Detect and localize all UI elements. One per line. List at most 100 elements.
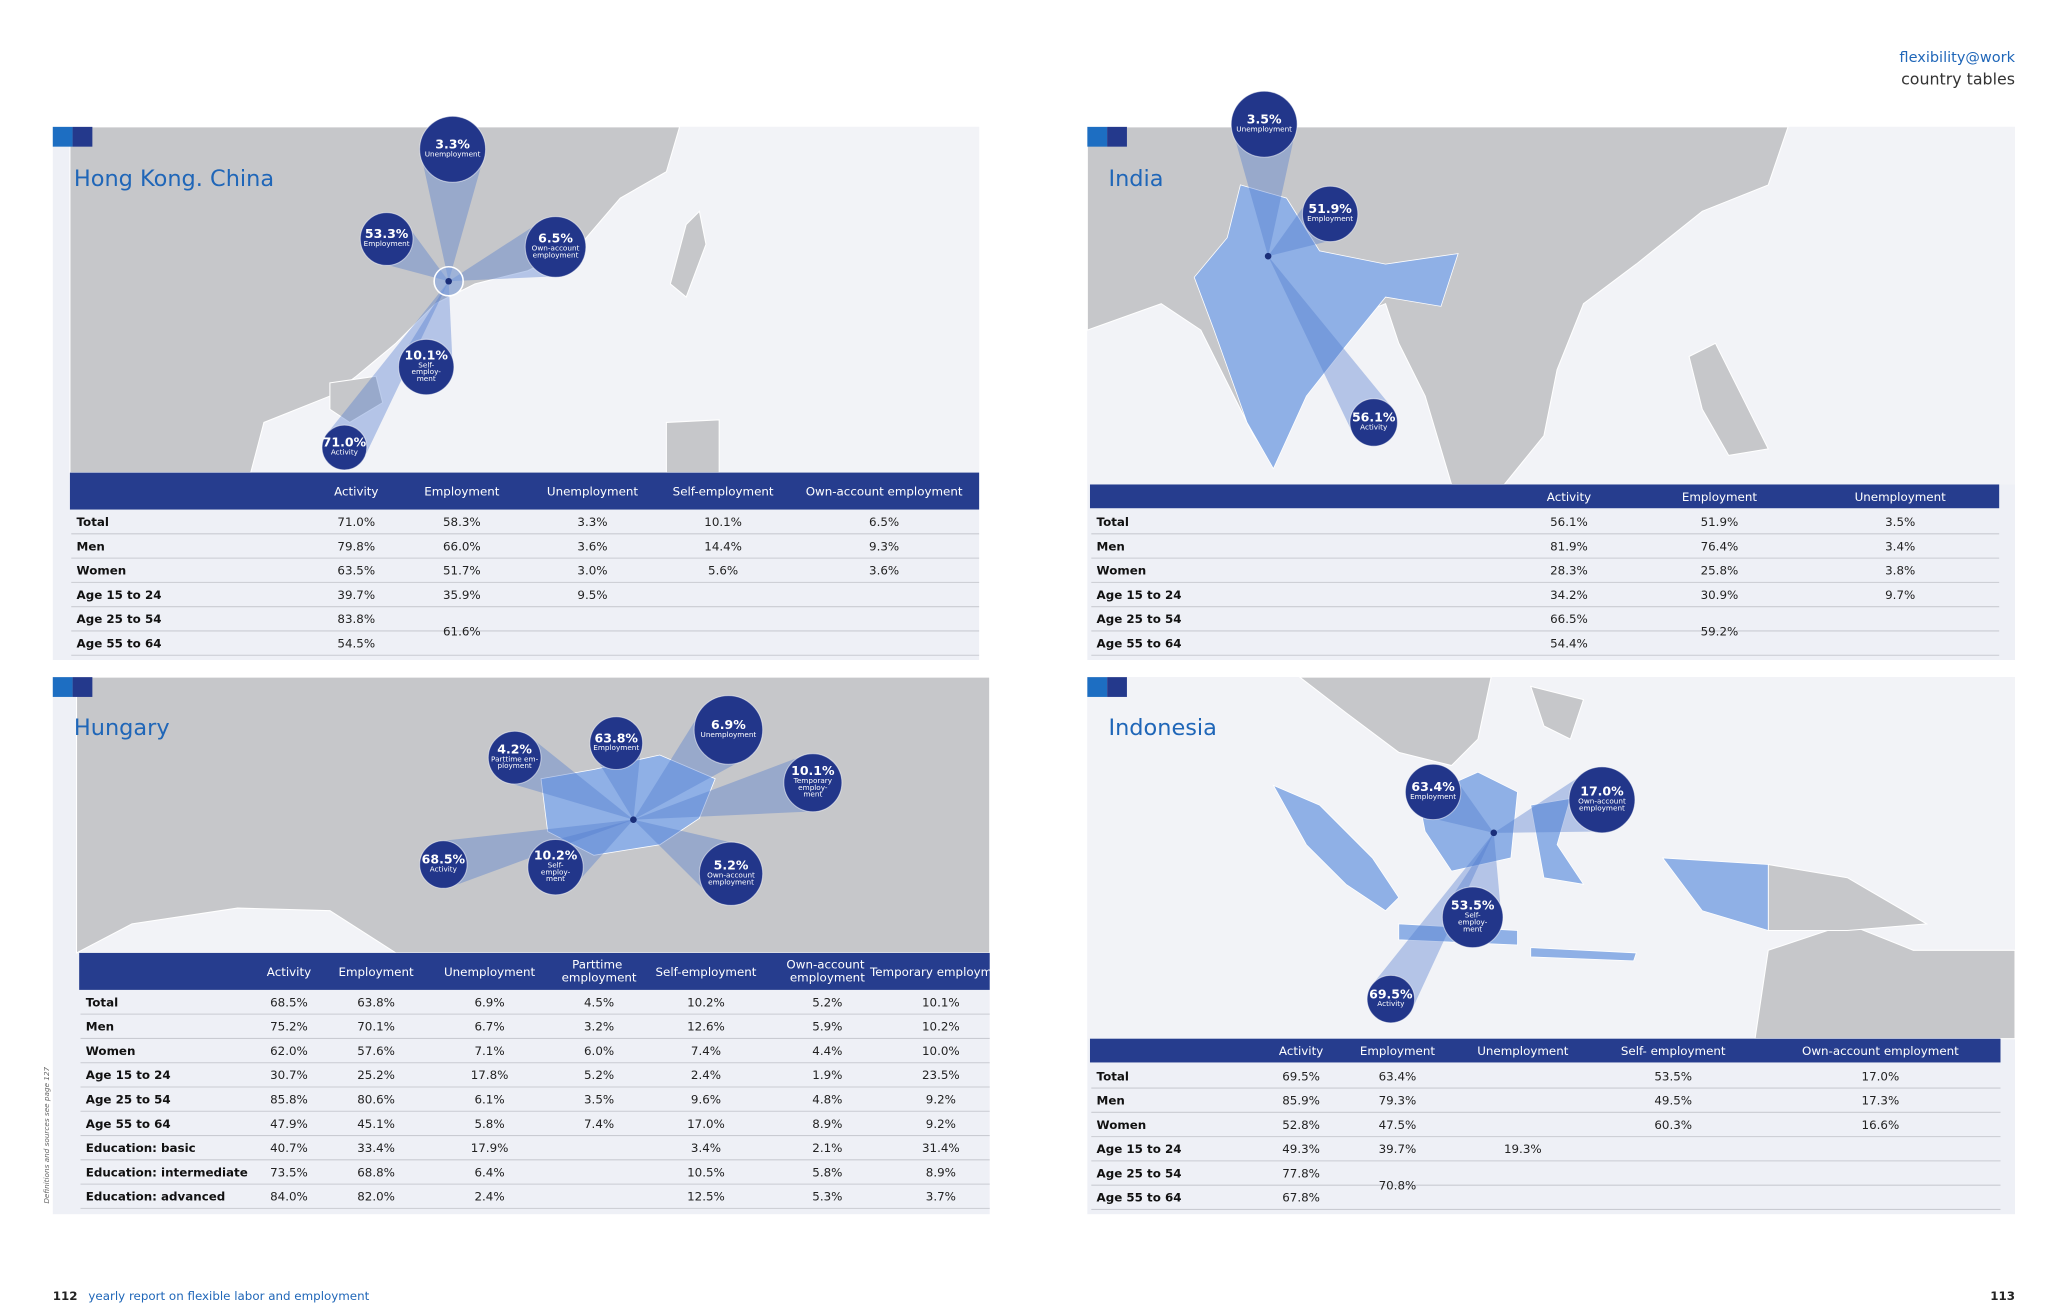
row-label: Women <box>1097 1118 1147 1132</box>
cell: 3.4% <box>691 1141 721 1155</box>
cell: 77.8% <box>1282 1166 1320 1180</box>
cell: 17.9% <box>471 1141 509 1155</box>
cell: 39.7% <box>1379 1142 1417 1156</box>
cell: 7.1% <box>474 1044 504 1058</box>
row-label: Age 15 to 24 <box>1097 588 1182 602</box>
ray <box>1370 832 1494 1012</box>
country-title: Indonesia <box>1108 715 1216 741</box>
map-land <box>329 375 384 424</box>
row-label: Total <box>1097 1069 1129 1083</box>
map-land <box>1754 923 2016 1040</box>
row-label: Education: basic <box>86 1141 196 1155</box>
map-land <box>665 419 720 474</box>
page-number: 112 <box>53 1289 78 1303</box>
bubble <box>1404 763 1462 821</box>
cell: 8.9% <box>926 1165 956 1179</box>
cell: 6.5% <box>869 515 899 529</box>
bubble-label: employ- <box>1458 917 1488 926</box>
cell: 5.8% <box>812 1165 842 1179</box>
section: country tables <box>1901 70 2015 89</box>
cell: 2.1% <box>812 1141 842 1155</box>
ray <box>1231 123 1298 257</box>
map-land <box>76 676 991 954</box>
row-label: Total <box>1097 515 1129 529</box>
cell: 3.5% <box>584 1092 614 1106</box>
cell: 1.9% <box>812 1068 842 1082</box>
cell: 9.2% <box>926 1117 956 1131</box>
cell: 9.6% <box>691 1092 721 1106</box>
bubble-value: 6.5% <box>538 231 573 246</box>
bubble-value: 56.1% <box>1352 410 1396 425</box>
bubble-label: employment <box>533 251 579 260</box>
ray <box>1268 256 1394 436</box>
cell: 5.2% <box>812 995 842 1009</box>
cell: 52.8% <box>1282 1118 1320 1132</box>
bubble-label: employment <box>708 877 754 886</box>
row-label: Age 15 to 24 <box>77 588 162 602</box>
column-header: Self-employment <box>656 965 757 979</box>
cell: 28.3% <box>1550 564 1588 578</box>
cell: 67.8% <box>1282 1191 1320 1205</box>
cell: 10.0% <box>922 1044 960 1058</box>
cell: 63.8% <box>357 995 395 1009</box>
cell: 33.4% <box>357 1141 395 1155</box>
cell: 85.9% <box>1282 1094 1320 1108</box>
cell: 58.3% <box>443 515 481 529</box>
bubble-label: Activity <box>430 865 458 874</box>
map-land <box>69 126 681 474</box>
bubble <box>419 115 487 183</box>
brand: flexibility@work <box>1899 50 2015 66</box>
corner-square <box>72 126 93 147</box>
cell: 63.5% <box>337 564 375 578</box>
cell: 40.7% <box>270 1141 308 1155</box>
report-name: yearly report on flexible labor and empl… <box>88 1289 369 1303</box>
cell: 84.0% <box>270 1190 308 1204</box>
table-header <box>1089 484 2000 509</box>
cell: 31.4% <box>922 1141 960 1155</box>
row-label: Men <box>77 539 105 553</box>
column-header: Employment <box>1682 490 1758 504</box>
row-label: Men <box>1097 539 1125 553</box>
corner-square <box>1107 126 1127 147</box>
bubble-label: employ- <box>412 367 442 376</box>
bubble <box>397 338 455 396</box>
cell: 7.4% <box>691 1044 721 1058</box>
bubble-label: ment <box>417 374 436 383</box>
cell: 23.5% <box>922 1068 960 1082</box>
cell: 34.2% <box>1550 588 1588 602</box>
bubble-value: 71.0% <box>323 435 367 450</box>
cell: 3.5% <box>1885 515 1915 529</box>
map-country <box>1530 947 1637 962</box>
column-header: Activity <box>267 965 311 979</box>
column-header: Activity <box>1547 490 1591 504</box>
cell: 10.2% <box>922 1020 960 1034</box>
cell: 8.9% <box>812 1117 842 1131</box>
column-header: Parttime employment <box>562 958 637 985</box>
bubble-value: 51.9% <box>1308 201 1352 216</box>
row-label: Total <box>77 515 109 529</box>
column-header: Own-account employment <box>806 485 963 499</box>
bubble-label: Activity <box>1377 999 1405 1008</box>
cell: 16.6% <box>1862 1118 1900 1132</box>
column-header: Self- employment <box>1621 1044 1726 1058</box>
bubble-label: ment <box>546 874 565 883</box>
cell: 12.5% <box>687 1190 725 1204</box>
cell: 45.1% <box>357 1117 395 1131</box>
row-label: Men <box>86 1020 114 1034</box>
cell: 9.3% <box>869 539 899 553</box>
cell: 71.0% <box>337 515 375 529</box>
column-header: Activity <box>334 485 378 499</box>
cell: 66.5% <box>1550 612 1588 626</box>
row-label: Women <box>77 564 127 578</box>
bubble-label: Own-account <box>532 244 580 253</box>
row-label: Total <box>86 995 118 1009</box>
cell: 79.3% <box>1379 1094 1417 1108</box>
bubble-value: 17.0% <box>1580 784 1624 799</box>
cell: 17.0% <box>1862 1069 1900 1083</box>
column-header: Self-employment <box>673 485 774 499</box>
map-country <box>1530 798 1585 885</box>
row-label: Age 55 to 64 <box>1097 636 1182 650</box>
bubble-value: 6.9% <box>711 717 746 732</box>
